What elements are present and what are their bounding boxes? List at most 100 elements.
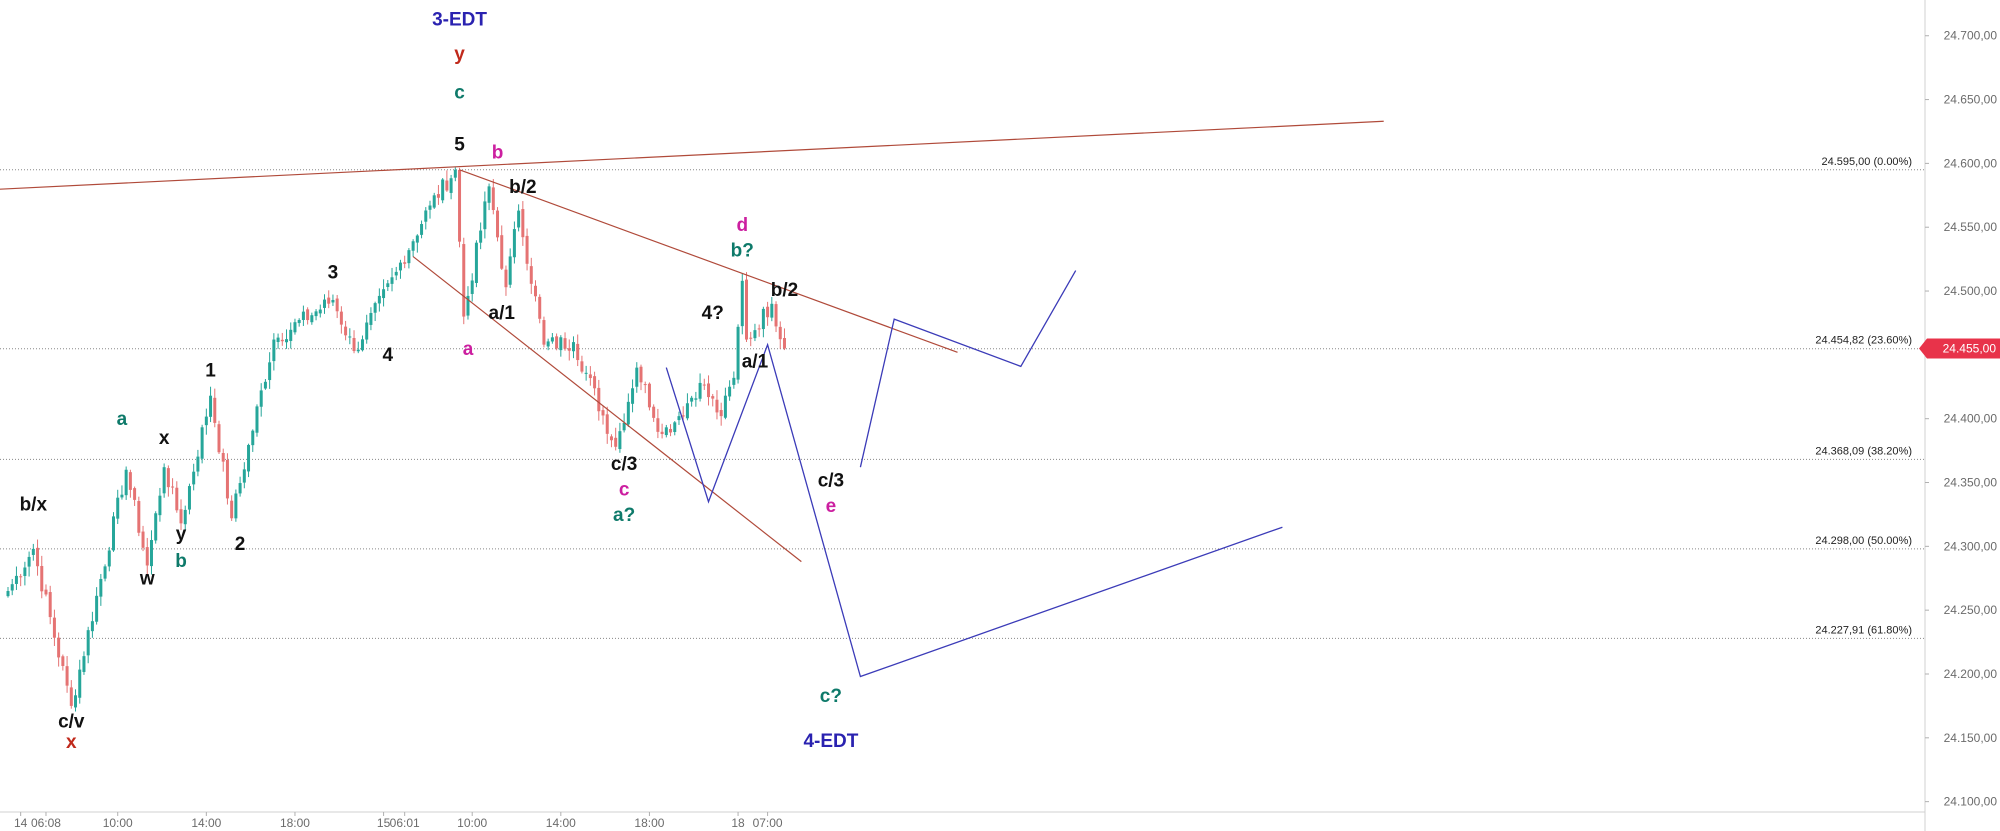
candle-body	[466, 295, 470, 316]
wave-label: b/2	[509, 177, 536, 198]
time-tick-label: 14:00	[191, 816, 221, 830]
candle-body	[534, 285, 537, 297]
candle-body	[728, 386, 732, 397]
wave-label: x	[159, 428, 170, 449]
candle-body	[588, 374, 592, 379]
price-tick-label: 24.250,00	[1944, 603, 1998, 617]
trendline	[0, 120, 1384, 190]
wave-label: x	[66, 732, 77, 753]
candle-body	[660, 431, 664, 435]
candle-body	[757, 328, 761, 330]
price-tick-label: 24.300,00	[1944, 539, 1998, 553]
candle-body	[137, 501, 141, 533]
candle-body	[323, 299, 326, 308]
candle-body	[597, 387, 601, 412]
candle-body	[133, 488, 137, 500]
projection-path	[665, 342, 1283, 678]
candle-body	[289, 329, 293, 341]
candle-body	[449, 178, 453, 193]
candle-body	[331, 299, 335, 303]
time-tick-label: 18	[731, 816, 745, 830]
candle-body	[390, 277, 394, 284]
wave-label: c/v	[58, 712, 85, 733]
candle-body	[782, 338, 786, 349]
candle-body	[707, 383, 711, 398]
candle-body	[86, 630, 90, 656]
wave-label: e	[826, 496, 837, 517]
candle-body	[614, 437, 618, 447]
candle-body	[293, 322, 297, 333]
candle-body	[479, 230, 483, 243]
candle-body	[268, 362, 272, 381]
trendline	[459, 169, 958, 353]
candle-body	[19, 576, 23, 578]
wave-label: b/x	[20, 495, 48, 516]
candle-body	[344, 326, 348, 336]
candle-body	[652, 406, 656, 418]
candle-body	[82, 656, 86, 672]
candle-body	[715, 399, 719, 413]
candle-body	[403, 262, 407, 264]
candle-body	[673, 422, 677, 433]
wave-label: 5	[454, 135, 465, 156]
trendline	[412, 256, 802, 563]
candle-body	[609, 436, 613, 441]
candle-body	[285, 339, 289, 343]
candle-body	[386, 283, 390, 287]
candle-body	[259, 390, 263, 407]
candle-body	[555, 336, 559, 349]
candle-body	[27, 556, 31, 567]
candle-body	[529, 266, 533, 284]
time-tick-label: 18:00	[280, 816, 310, 830]
fib-levels: 24.595,00 (0.00%) 24.454,82 (23.60%) 24.36…	[0, 156, 1925, 639]
candles	[6, 167, 786, 712]
wave-label: a?	[613, 505, 635, 526]
candle-body	[48, 592, 52, 618]
candle-body	[639, 366, 643, 383]
candle-body	[40, 565, 44, 592]
candle-body	[280, 339, 284, 342]
candle-body	[187, 486, 191, 510]
wave-label: b?	[731, 241, 754, 262]
wave-label: c/3	[611, 454, 637, 475]
candle-body	[453, 169, 457, 178]
candle-body	[550, 337, 554, 342]
candle-body	[546, 341, 550, 347]
candle-body	[297, 319, 301, 324]
candle-body	[377, 295, 381, 304]
candle-body	[770, 303, 774, 318]
price-tick-label: 24.650,00	[1944, 93, 1998, 107]
candle-body	[732, 377, 736, 385]
candle-body	[318, 309, 322, 314]
candle-body	[335, 298, 339, 312]
candle-body	[719, 410, 723, 417]
fib-label: 24.227,91 (61.80%)	[1815, 624, 1912, 636]
candle-body	[306, 309, 310, 321]
candle-body	[643, 384, 647, 386]
candle-body	[192, 471, 196, 485]
wave-label: 4?	[702, 303, 724, 324]
candle-body	[149, 540, 153, 567]
candle-body	[339, 311, 343, 325]
wave-label: d	[736, 215, 748, 236]
wave-label: a	[463, 339, 474, 360]
candle-body	[204, 416, 208, 426]
candle-body	[745, 279, 748, 340]
candle-body	[740, 280, 744, 327]
candle-body	[263, 381, 267, 389]
projection-path	[859, 270, 1077, 468]
candle-body	[69, 687, 73, 706]
candle-body	[618, 431, 622, 450]
time-tick-label: 14	[14, 816, 28, 830]
candle-body	[10, 584, 14, 591]
candle-body	[736, 326, 740, 380]
candle-body	[567, 348, 571, 351]
candle-body	[225, 460, 229, 499]
candle-body	[242, 469, 246, 483]
candle-body	[310, 315, 314, 323]
projection-paths	[665, 270, 1283, 678]
time-tick-label: 10:00	[457, 816, 487, 830]
wave-label: a	[117, 409, 128, 430]
